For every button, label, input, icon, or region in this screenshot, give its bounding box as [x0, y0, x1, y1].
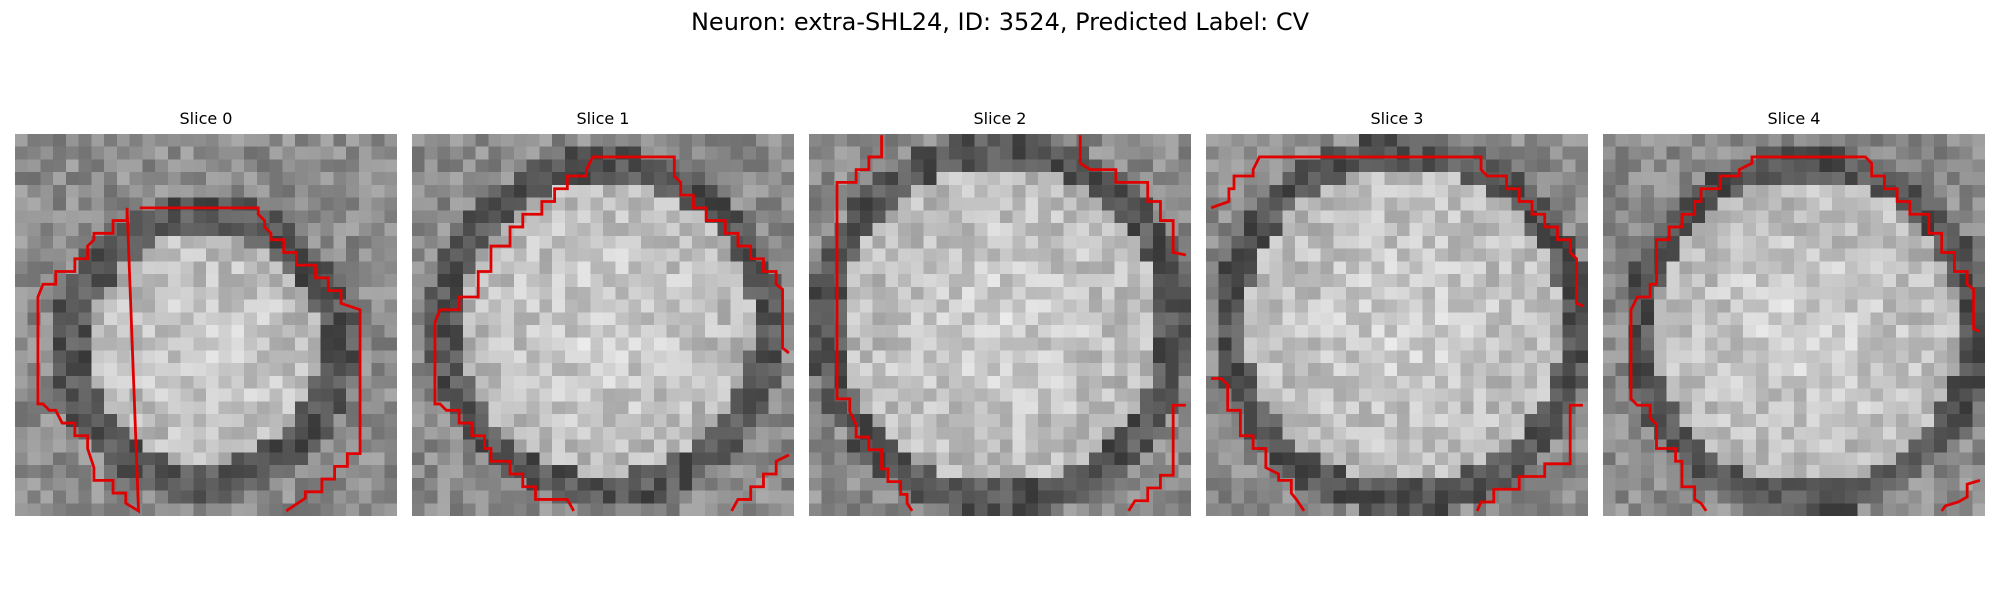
slice-2-contour: [835, 135, 1187, 512]
slice-1-title: Slice 1: [576, 109, 630, 128]
slice-2-image: [809, 134, 1191, 516]
figure-title: Neuron: extra-SHL24, ID: 3524, Predicted…: [690, 8, 1310, 36]
slice-4-title: Slice 4: [1767, 109, 1821, 128]
slice-3-image: [1206, 134, 1588, 516]
slice-2-pixels: [809, 134, 1191, 516]
slice-4-pixels: [1603, 134, 1985, 516]
slice-1-pixels: [412, 134, 794, 516]
slice-3-contour: [1210, 155, 1584, 512]
slice-1-contour: [433, 155, 790, 512]
slice-0-image: [15, 134, 397, 516]
slice-0-title: Slice 0: [179, 109, 233, 128]
slice-3-title: Slice 3: [1370, 109, 1424, 128]
slice-0-contour: [36, 206, 362, 514]
slice-0-pixels: [15, 134, 397, 516]
slice-3-pixels: [1206, 134, 1588, 516]
slice-4-image: [1603, 134, 1985, 516]
slice-2-title: Slice 2: [973, 109, 1027, 128]
slice-1-image: [412, 134, 794, 516]
slice-4-contour: [1629, 155, 1981, 512]
